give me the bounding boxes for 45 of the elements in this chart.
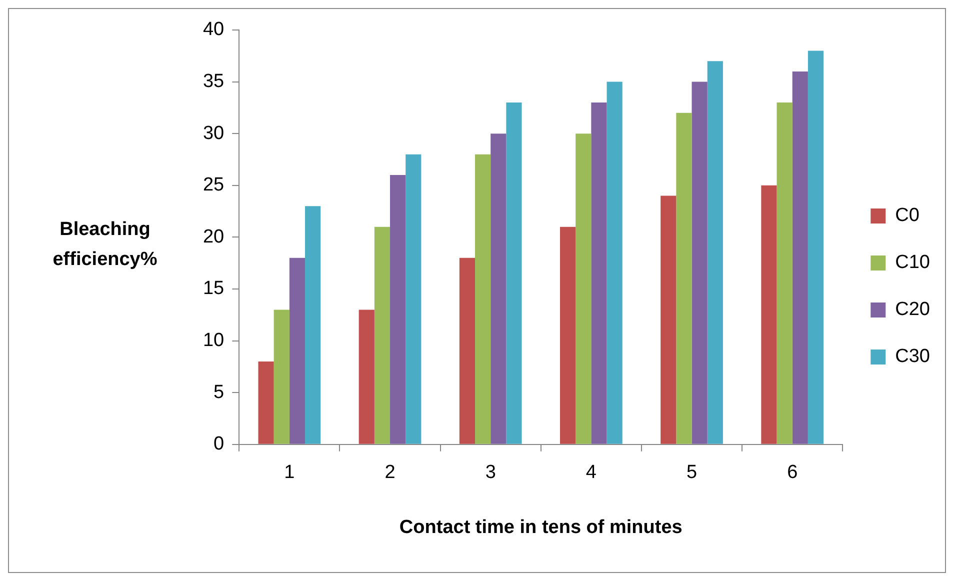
legend-label: C20 [895,299,930,320]
bar [274,310,290,444]
y-tick-label: 15 [202,278,224,300]
y-tick-label: 5 [214,382,224,403]
y-tick-label: 0 [214,434,224,455]
x-tick-label: 4 [586,462,597,484]
bar [358,310,374,444]
bar [390,175,406,444]
y-tick-label: 20 [202,226,224,248]
bar [406,154,422,444]
x-tick-label: 2 [384,462,396,484]
x-tick-label: 5 [686,462,698,484]
bar [808,50,824,444]
bar [591,102,607,444]
x-tick-label: 1 [284,462,295,484]
bar [305,206,321,444]
bar [490,134,506,444]
bar [506,102,522,444]
bar [707,61,723,444]
bar [660,196,676,444]
y-axis-title: Bleaching efficiency% [52,218,158,272]
y-tick-label: 10 [202,330,224,352]
y-tick-label: 40 [202,19,224,40]
bar [606,82,622,444]
bar [374,226,390,444]
bar [692,82,708,444]
x-tick-label: 3 [485,462,496,484]
bar [560,226,576,444]
bar [258,362,274,444]
bar [289,258,306,444]
x-axis-title: Contact time in tens of minutes [399,516,682,538]
legend-label: C0 [895,205,920,226]
legend-label: C30 [895,346,930,368]
bar [792,71,808,444]
x-tick-label: 6 [787,462,798,484]
legend-label: C10 [895,252,930,274]
bar [475,154,491,444]
bar [776,102,792,444]
bar [761,185,777,444]
y-tick-label: 30 [202,122,224,144]
bar [676,112,692,444]
y-tick-label: 25 [202,174,224,196]
bar [459,258,476,444]
bar [576,134,592,444]
y-tick-label: 35 [202,71,224,92]
